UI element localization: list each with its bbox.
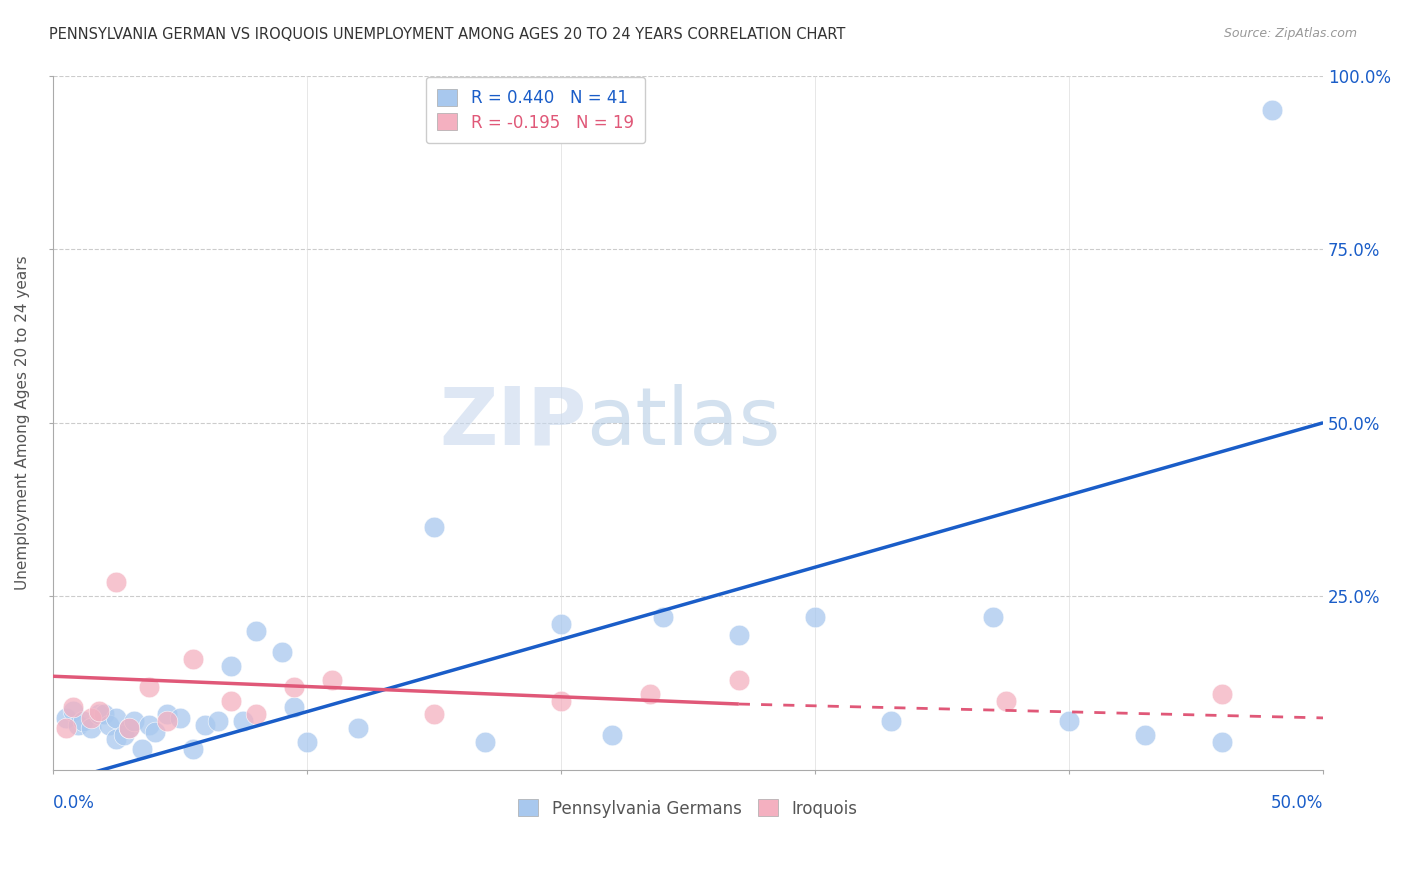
Point — [118, 722, 141, 736]
Point — [270, 645, 292, 659]
Point — [207, 714, 229, 729]
Point — [346, 722, 368, 736]
Text: Source: ZipAtlas.com: Source: ZipAtlas.com — [1223, 27, 1357, 40]
Y-axis label: Unemployment Among Ages 20 to 24 years: Unemployment Among Ages 20 to 24 years — [15, 255, 30, 591]
Point — [1211, 735, 1233, 749]
Point — [62, 700, 84, 714]
Point — [1057, 714, 1080, 729]
Point — [181, 652, 204, 666]
Point — [638, 687, 661, 701]
Point — [423, 520, 446, 534]
Text: atlas: atlas — [586, 384, 780, 462]
Point — [105, 711, 128, 725]
Point — [474, 735, 496, 749]
Point — [62, 704, 84, 718]
Point — [550, 693, 572, 707]
Point — [219, 658, 242, 673]
Point — [1135, 728, 1157, 742]
Point — [245, 707, 267, 722]
Point — [321, 673, 343, 687]
Point — [143, 724, 166, 739]
Point — [156, 714, 179, 729]
Point — [72, 714, 94, 729]
Point — [283, 700, 305, 714]
Point — [67, 718, 90, 732]
Point — [651, 610, 673, 624]
Point — [1261, 103, 1284, 118]
Point — [97, 718, 120, 732]
Point — [550, 617, 572, 632]
Point — [181, 742, 204, 756]
Point — [122, 714, 145, 729]
Point — [600, 728, 623, 742]
Point — [880, 714, 903, 729]
Point — [981, 610, 1004, 624]
Point — [138, 680, 160, 694]
Point — [131, 742, 153, 756]
Text: ZIP: ZIP — [439, 384, 586, 462]
Point — [55, 722, 77, 736]
Legend: Pennsylvania Germans, Iroquois: Pennsylvania Germans, Iroquois — [512, 793, 865, 824]
Point — [423, 707, 446, 722]
Point — [232, 714, 254, 729]
Point — [55, 711, 77, 725]
Point — [80, 711, 103, 725]
Point — [87, 704, 110, 718]
Point — [105, 575, 128, 590]
Point — [118, 722, 141, 736]
Point — [245, 624, 267, 639]
Text: PENNSYLVANIA GERMAN VS IROQUOIS UNEMPLOYMENT AMONG AGES 20 TO 24 YEARS CORRELATI: PENNSYLVANIA GERMAN VS IROQUOIS UNEMPLOY… — [49, 27, 845, 42]
Text: 50.0%: 50.0% — [1271, 794, 1323, 813]
Point — [112, 728, 135, 742]
Text: 0.0%: 0.0% — [53, 794, 94, 813]
Point — [80, 722, 103, 736]
Point — [283, 680, 305, 694]
Point — [169, 711, 191, 725]
Point — [295, 735, 318, 749]
Point — [138, 718, 160, 732]
Point — [994, 693, 1017, 707]
Point — [219, 693, 242, 707]
Point — [804, 610, 827, 624]
Point — [194, 718, 217, 732]
Point — [93, 707, 115, 722]
Point — [105, 731, 128, 746]
Point — [87, 707, 110, 722]
Point — [727, 673, 749, 687]
Point — [1211, 687, 1233, 701]
Point — [156, 707, 179, 722]
Point — [727, 627, 749, 641]
